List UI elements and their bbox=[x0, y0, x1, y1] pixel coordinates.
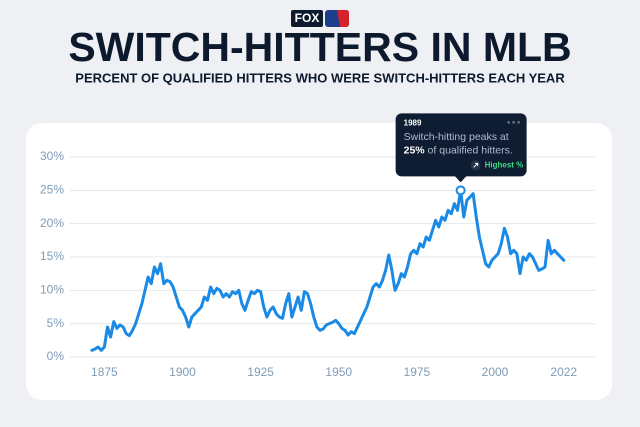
badge-label: Highest % bbox=[485, 160, 524, 169]
y-tick-label: 5% bbox=[47, 316, 65, 330]
mlb-logo-red bbox=[337, 10, 349, 27]
chart-subtitle: PERCENT OF QUALIFIED HITTERS WHO WERE SW… bbox=[75, 70, 565, 85]
tooltip-text: Switch-hitting peaks at bbox=[404, 131, 509, 143]
logo-box bbox=[291, 10, 323, 27]
tooltip-highlight: 25% bbox=[404, 144, 426, 156]
y-tick-label: 15% bbox=[40, 249, 64, 263]
y-tick-label: 20% bbox=[40, 216, 64, 230]
x-tick-label: 1975 bbox=[404, 365, 431, 379]
y-tick-label: 25% bbox=[40, 183, 64, 197]
y-tick-label: 0% bbox=[47, 349, 65, 363]
x-tick-label: 1950 bbox=[325, 365, 352, 379]
card bbox=[26, 123, 612, 400]
tooltip-text-end: of qualified hitters. bbox=[425, 144, 513, 156]
badge-arrow bbox=[473, 162, 479, 168]
tooltip-box bbox=[395, 113, 527, 177]
x-tick-label: 2000 bbox=[482, 365, 509, 379]
tooltip-dot bbox=[517, 120, 521, 124]
x-tick-label: 2022 bbox=[550, 365, 577, 379]
tooltip-dot bbox=[512, 120, 516, 124]
tooltip-dot bbox=[507, 120, 511, 124]
peak-marker bbox=[455, 185, 466, 196]
logo-text: FOX bbox=[295, 11, 320, 25]
chart-title: SWITCH-HITTERS IN MLB bbox=[68, 24, 571, 70]
x-tick-label: 1875 bbox=[91, 365, 118, 379]
line bbox=[90, 188, 566, 352]
y-tick-label: 10% bbox=[40, 283, 64, 297]
tooltip-text: 25% of qualified hitters. bbox=[404, 144, 513, 156]
x-tick-label: 1925 bbox=[247, 365, 274, 379]
tooltip-pointer bbox=[454, 175, 467, 183]
logo: FOX bbox=[291, 10, 349, 27]
tooltip-date: 1989 bbox=[404, 118, 422, 127]
x-tick-label: 1900 bbox=[169, 365, 196, 379]
y-tick-label: 30% bbox=[40, 149, 64, 163]
